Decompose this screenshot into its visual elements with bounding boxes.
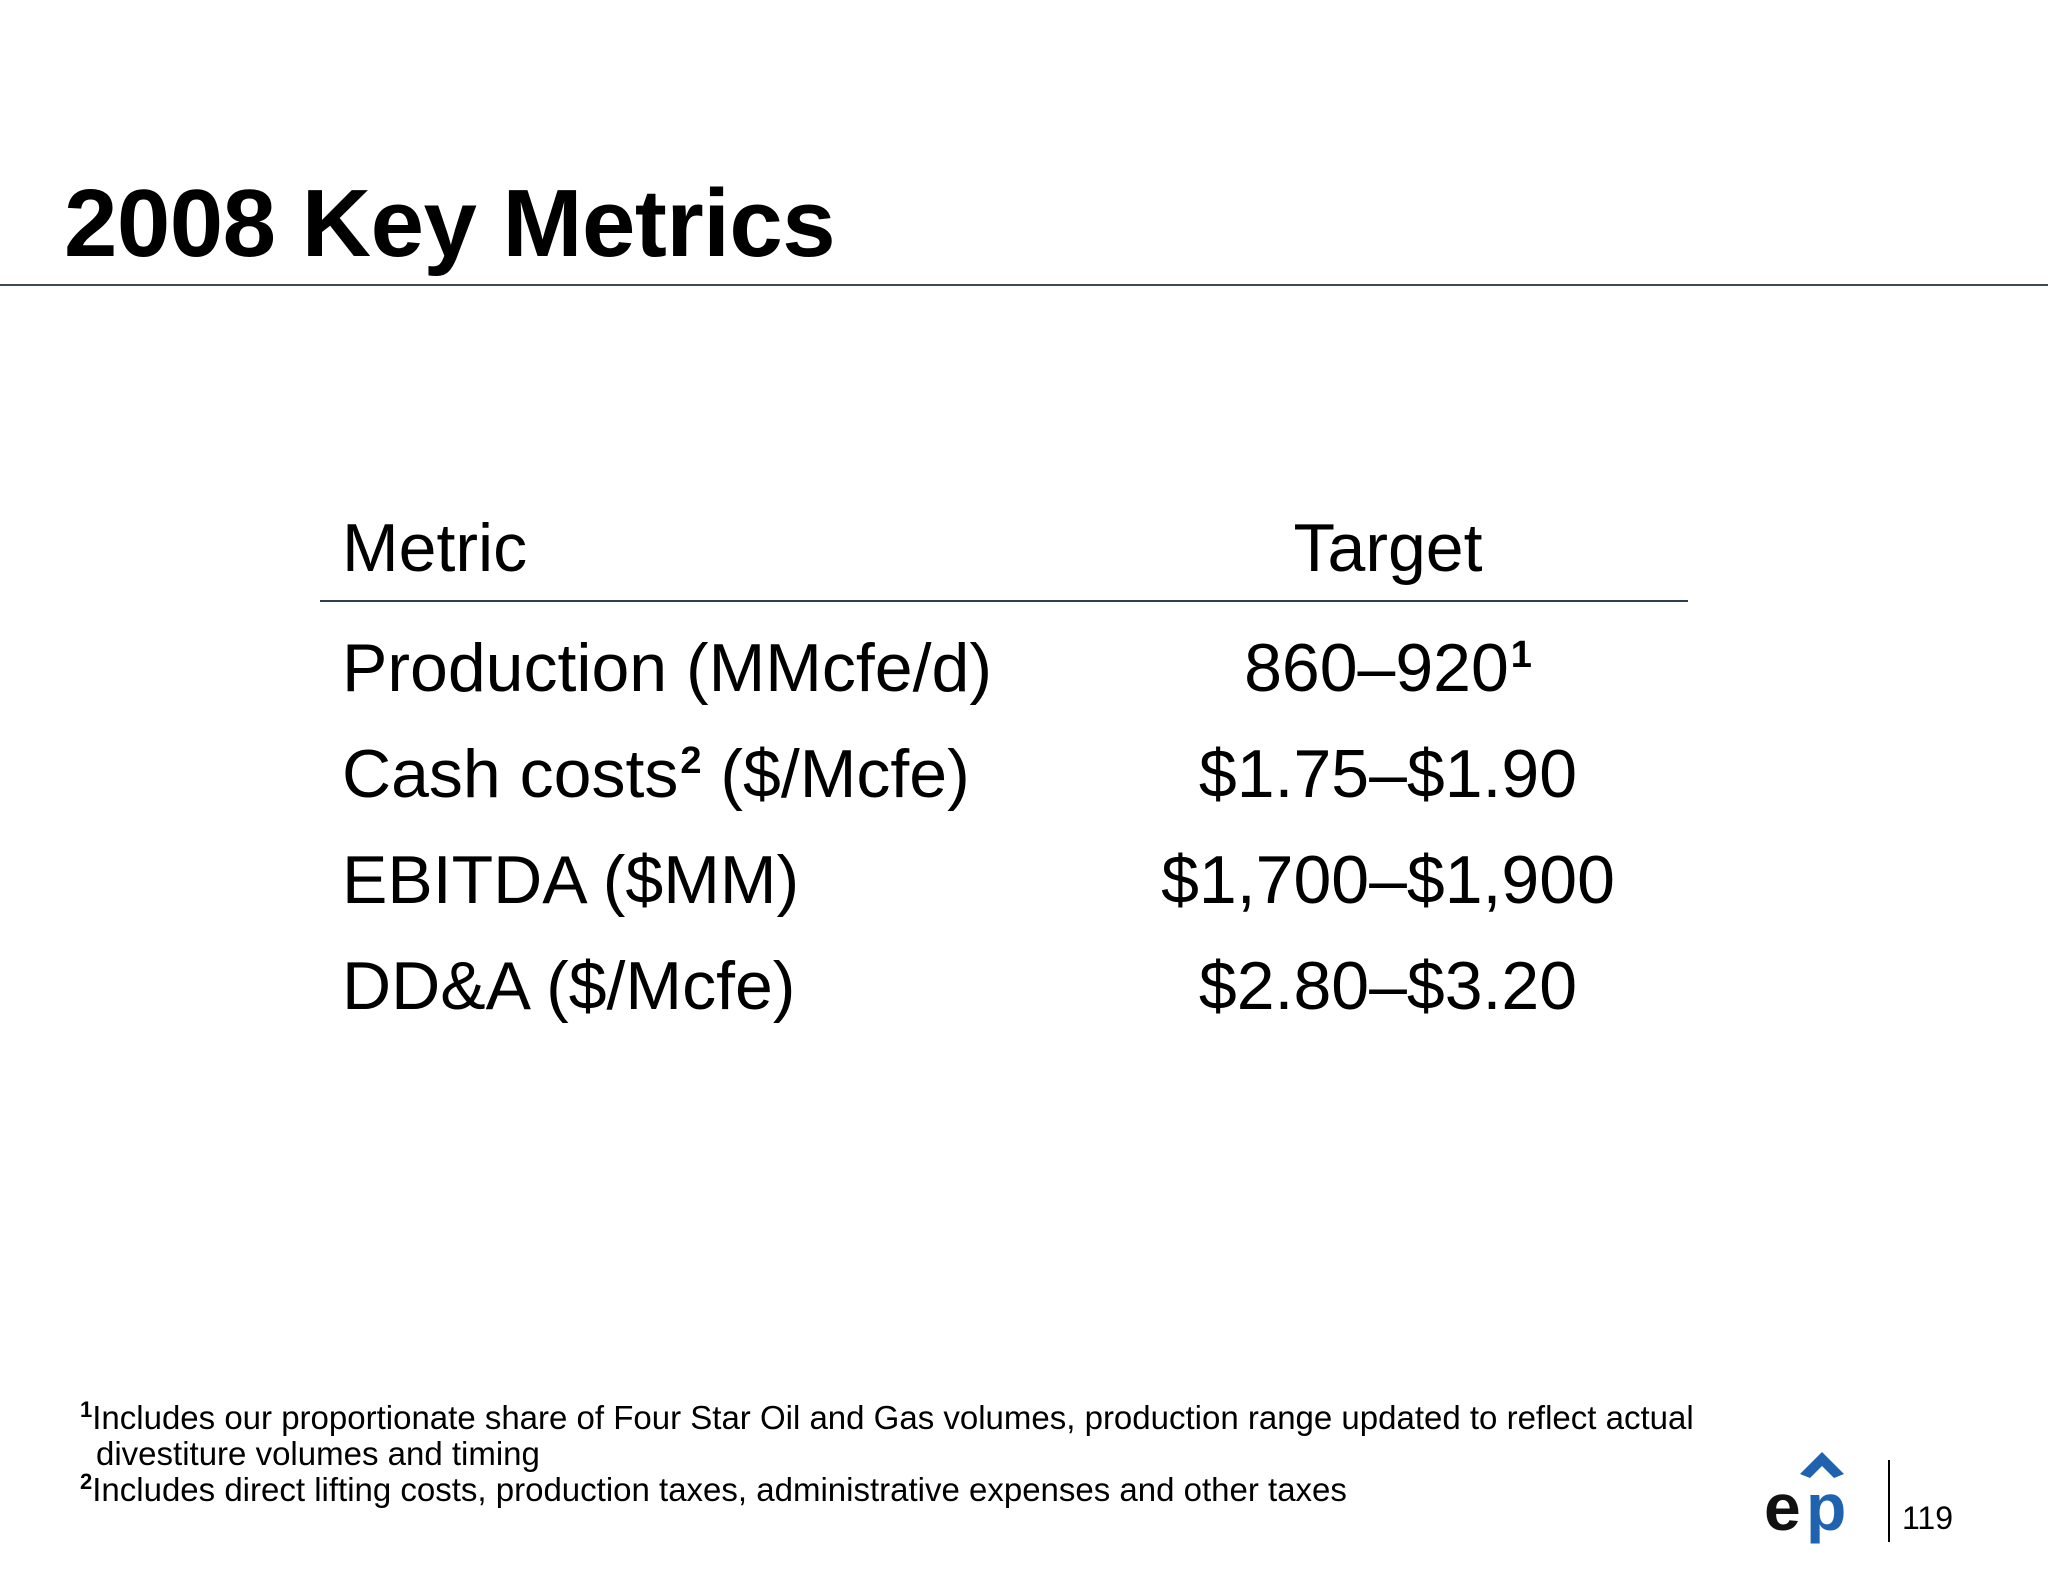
title-divider [0,284,2048,286]
metric-label: EBITDA ($MM) [342,842,800,918]
target-cell: $1.75–$1.90 [1138,734,1638,814]
metrics-table: Metric Target Production (MMcfe/d) 860–9… [320,500,1688,1024]
header-target: Target [1293,510,1483,586]
footnote-2: 2Includes direct lifting costs, producti… [80,1469,1780,1508]
footnote-marker: 2 [680,740,702,782]
footnote-marker: 1 [1510,634,1532,676]
target-value: 860–920 [1244,630,1509,706]
target-value: $1.75–$1.90 [1198,736,1578,812]
table-row: EBITDA ($MM) $1,700–$1,900 [320,830,1688,936]
target-cell: $1,700–$1,900 [1138,840,1638,920]
metric-label: Cash costs [342,736,679,812]
target-cell: $2.80–$3.20 [1138,946,1638,1026]
metric-label: Production (MMcfe/d) [342,630,992,706]
table-row: DD&A ($/Mcfe) $2.80–$3.20 [320,936,1688,1042]
table-body: Production (MMcfe/d) 860–9201 Cash costs… [320,618,1688,1042]
target-value: $2.80–$3.20 [1198,948,1578,1024]
logo-divider [1888,1460,1890,1542]
target-value: $1,700–$1,900 [1161,842,1615,918]
page-number: 119 [1902,1500,1954,1536]
table-row: Cash costs2 ($/Mcfe) $1.75–$1.90 [320,724,1688,830]
target-cell: 860–9201 [1138,628,1638,708]
header-metric: Metric [342,510,528,586]
logo-letter-p: p [1806,1470,1846,1544]
table-row: Production (MMcfe/d) 860–9201 [320,618,1688,724]
metric-cell: Cash costs2 ($/Mcfe) [342,734,970,814]
metric-cell: EBITDA ($MM) [342,840,799,920]
footnote-1: 1Includes our proportionate share of Fou… [80,1397,1780,1472]
metric-label: DD&A ($/Mcfe) [342,948,796,1024]
table-header: Metric Target [320,500,1688,602]
footnote-number: 2 [80,1469,93,1494]
metric-cell: DD&A ($/Mcfe) [342,946,795,1026]
ep-logo-icon: e p [1764,1452,1846,1544]
footnote-text: Includes our proportionate share of Four… [92,1399,1694,1472]
metric-unit: ($/Mcfe) [701,736,970,812]
page-title: 2008 Key Metrics [64,170,836,277]
metric-cell: Production (MMcfe/d) [342,628,992,708]
footnote-number: 1 [80,1397,93,1422]
logo-caret [1800,1452,1844,1478]
footnotes: 1Includes our proportionate share of Fou… [80,1397,1780,1508]
logo-letter-e: e [1764,1470,1801,1544]
header-divider [320,600,1688,602]
footnote-text: Includes direct lifting costs, productio… [92,1471,1347,1508]
